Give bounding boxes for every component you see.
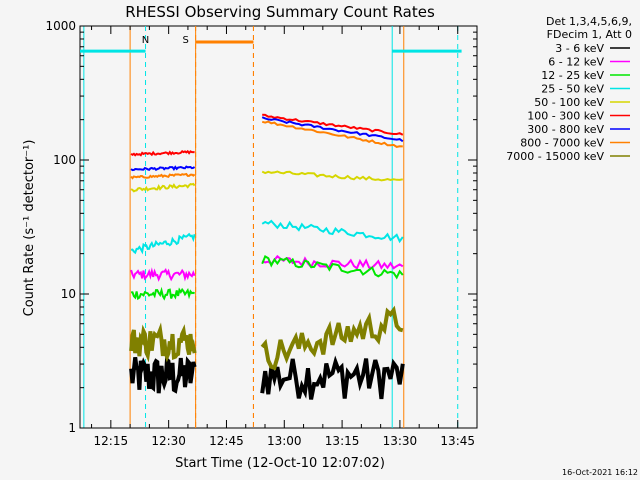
series-3-trace-0 (130, 232, 196, 255)
series-4-trace-1 (261, 170, 403, 182)
x-tick-label-6: 13:45 (440, 434, 475, 448)
series-8 (129, 305, 404, 371)
series-2 (131, 254, 404, 301)
series-7-trace-1 (261, 120, 403, 148)
legend-entry-3: 25 - 50 keV (541, 83, 604, 96)
y-axis-label: Count Rate (s⁻¹ detector⁻¹) (22, 140, 37, 317)
series-0-trace-1 (260, 355, 405, 400)
plot-frame (79, 25, 478, 429)
series-4 (130, 170, 403, 193)
series-8-trace-1 (260, 305, 404, 371)
series-3-trace-1 (261, 219, 404, 244)
legend-header-line-2: FDecim 1, Att 0 (547, 28, 632, 41)
legend-entry-0: 3 - 6 keV (555, 42, 604, 55)
series-6-trace-1 (261, 116, 404, 143)
series-6 (130, 116, 404, 172)
legend-entry-4: 50 - 100 keV (534, 96, 604, 109)
series-8-trace-0 (129, 322, 197, 363)
timestamp: 16-Oct-2021 16:12 (562, 468, 638, 477)
x-axis-label: Start Time (12-Oct-10 12:07:02) (175, 456, 385, 471)
x-tick-label-0: 12:15 (94, 434, 129, 448)
series-6-trace-0 (130, 165, 196, 172)
legend-entry-5: 100 - 300 keV (527, 110, 604, 123)
series-1 (130, 254, 404, 282)
axes: 12:15 12:30 12:45 13:00 13:15 13:30 13:45 1 10 10… (45, 19, 478, 448)
legend-entry-7: 800 - 7000 keV (520, 137, 604, 150)
x-tick-label-2: 12:45 (209, 434, 244, 448)
legend-entry-6: 300 - 800 keV (527, 123, 604, 136)
series-1-trace-1 (261, 254, 404, 270)
s-marker-label: S (182, 35, 188, 46)
series-3 (130, 219, 404, 255)
x-tick-label-4: 13:15 (325, 434, 360, 448)
x-tick-label-3: 13:00 (267, 434, 302, 448)
legend-entry-8: 7000 - 15000 keV (506, 150, 604, 163)
n-marker-label: N (142, 35, 149, 46)
y-tick-label-1: 10 (61, 287, 76, 301)
y-tick-label-2: 100 (53, 153, 76, 167)
series-5-trace-0 (130, 149, 195, 157)
series-0-trace-0 (129, 354, 197, 394)
series-7-trace-0 (130, 172, 196, 180)
series-4-trace-0 (130, 182, 196, 193)
series-0 (129, 354, 405, 400)
legend-entry-1: 6 - 12 keV (548, 56, 604, 69)
series-7 (130, 120, 403, 180)
y-tick-label-3: 1000 (45, 19, 76, 33)
legend-header-line-1: Det 1,3,4,5,6,9, (546, 15, 632, 28)
chart-title: RHESSI Observing Summary Count Rates (125, 3, 435, 21)
series-1-trace-0 (130, 267, 196, 282)
x-tick-label-5: 13:30 (383, 434, 418, 448)
series-5 (130, 113, 404, 157)
series-2-trace-0 (131, 286, 196, 301)
x-tick-label-1: 12:30 (151, 434, 186, 448)
legend-entry-2: 12 - 25 keV (541, 69, 604, 82)
series-2-trace-1 (261, 254, 404, 280)
series-5-trace-1 (262, 113, 404, 136)
y-tick-label-0: 1 (68, 421, 76, 435)
